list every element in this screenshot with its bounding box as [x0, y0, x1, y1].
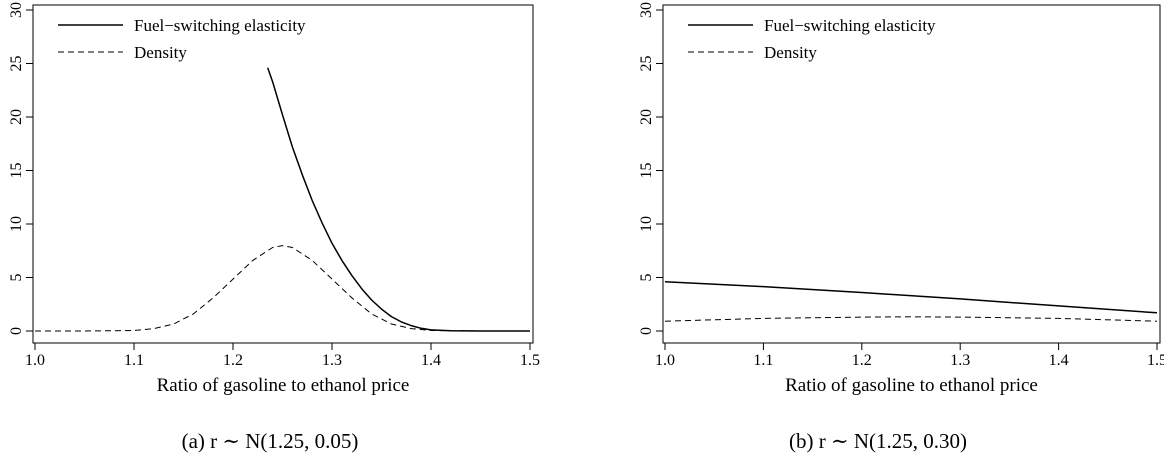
y-tick-label: 0: [638, 327, 655, 335]
x-tick-label: 1.3: [950, 352, 970, 369]
plot-frame: [32, 4, 534, 344]
series-line-elasticity: [266, 67, 530, 332]
y-tick-label: 25: [638, 56, 655, 72]
y-tick-label: 30: [8, 2, 25, 18]
x-axis-title: Ratio of gasoline to ethanol price: [157, 375, 410, 396]
y-tick-label: 10: [638, 216, 655, 232]
legend-label-2: Density: [134, 43, 187, 62]
x-tick-label: 1.4: [1049, 352, 1069, 369]
series-line-density: [664, 316, 1158, 322]
x-tick-label: 1.3: [322, 352, 342, 369]
chart-panel-2: 1.0 1.1 1.2 1.3 1.4 1.5 0 5 10 15 20 25 30 Ratio of g…: [638, 2, 1164, 453]
y-tick-label: 0: [8, 327, 25, 335]
y-tick-label: 10: [8, 216, 25, 232]
series-line-elasticity: [664, 281, 1158, 314]
y-tick-label: 5: [638, 274, 655, 282]
chart-panel-1: 1.0 1.1 1.2 1.3 1.4 1.5 0 5 10 15 20 25 30 Ratio of g…: [8, 2, 540, 453]
x-tick-label: 1.0: [25, 352, 45, 369]
y-tick-label: 20: [8, 109, 25, 125]
panel-caption: (b) r ∼ N(1.25, 0.30): [789, 429, 967, 453]
legend-label-2: Density: [764, 43, 817, 62]
x-tick-label: 1.5: [520, 352, 540, 369]
y-tick-label: 5: [8, 274, 25, 282]
legend-label-1: Fuel−switching elasticity: [134, 16, 306, 35]
y-tick-label: 20: [638, 109, 655, 125]
x-tick-label: 1.2: [852, 352, 872, 369]
x-tick-label: 1.5: [1147, 352, 1164, 369]
x-tick-label: 1.0: [655, 352, 675, 369]
plot-frame: [662, 4, 1161, 344]
y-tick-label: 15: [8, 163, 25, 179]
legend-label-1: Fuel−switching elasticity: [764, 16, 936, 35]
series-line-density: [35, 245, 530, 332]
panel-caption: (a) r ∼ N(1.25, 0.05): [182, 429, 359, 453]
y-tick-label: 15: [638, 163, 655, 179]
x-tick-label: 1.2: [223, 352, 243, 369]
x-tick-label: 1.4: [421, 352, 441, 369]
y-tick-label: 30: [638, 2, 655, 18]
x-tick-label: 1.1: [753, 352, 773, 369]
x-axis-title: Ratio of gasoline to ethanol price: [785, 375, 1038, 396]
x-tick-label: 1.1: [124, 352, 144, 369]
y-tick-label: 25: [8, 56, 25, 72]
